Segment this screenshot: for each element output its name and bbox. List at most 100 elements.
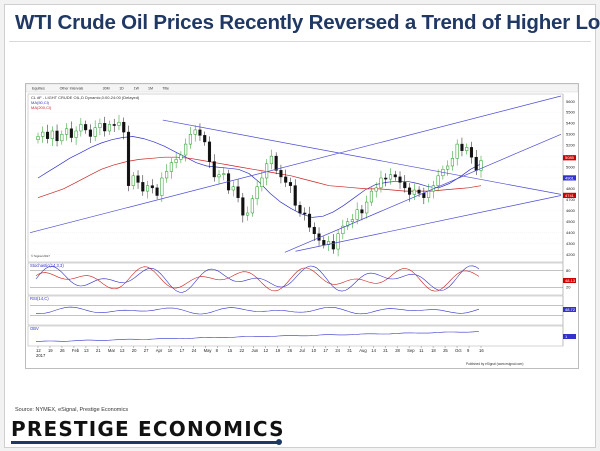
x-tick-label: 16 [479, 348, 484, 353]
chart-window[interactable]: Equities Other Intervals 30M 1D 1W 1M Title CL… [25, 83, 579, 369]
stoch-marker [563, 278, 576, 283]
toolbar-item[interactable]: Title [162, 87, 169, 91]
candle-body [327, 241, 331, 245]
candle-body [122, 121, 126, 133]
candle-body [41, 131, 45, 137]
candle-body [322, 240, 326, 245]
candle-body [250, 198, 254, 214]
trendline [284, 133, 562, 253]
x-tick-label: 18 [431, 348, 436, 353]
candle-body [350, 219, 354, 222]
price-tick-label: 5000 [566, 164, 576, 169]
candle-body [179, 154, 183, 160]
price-tick-label: 4300 [566, 241, 576, 246]
x-tick-label: 26 [287, 348, 292, 353]
price-marker [563, 192, 576, 198]
x-tick-label: 10 [168, 348, 173, 353]
candle-body [184, 143, 188, 156]
source-note: Source: NYMEX, eSignal, Prestige Economi… [15, 407, 129, 413]
stoch-level-label: 80 [566, 268, 571, 273]
candle-body [388, 174, 393, 180]
x-tick-label: Jul [299, 348, 304, 353]
slide-title: WTI Crude Oil Prices Recently Reversed a… [15, 11, 600, 34]
brand-underline [11, 441, 279, 444]
candle-body [407, 187, 412, 195]
candle-body [217, 174, 221, 178]
candle-body [141, 182, 145, 192]
candle-body [412, 189, 416, 195]
candle-body [55, 130, 59, 142]
toolbar-item[interactable]: 1D [119, 87, 124, 91]
candle-body [293, 185, 297, 206]
candle-body [222, 173, 226, 175]
rsi-marker [563, 307, 576, 312]
candle-body [336, 233, 340, 250]
candle-body [88, 129, 92, 137]
toolbar-item[interactable]: 30M [103, 87, 110, 91]
candle-body [279, 170, 283, 178]
x-tick-label: 13 [120, 348, 125, 353]
candle-body [160, 177, 164, 196]
obv-marker-label: 1 [565, 334, 568, 339]
candle-body [126, 131, 131, 186]
trendline [29, 95, 562, 234]
candle-body [303, 212, 307, 215]
obv-marker [563, 334, 576, 339]
candle-body [455, 143, 459, 159]
candle-body [155, 187, 159, 196]
x-tick-label: 19 [275, 348, 280, 353]
candle-body [417, 189, 421, 194]
candle-body [198, 129, 202, 136]
x-tick-label: 12 [263, 348, 268, 353]
toolbar-item[interactable]: Equities [32, 87, 45, 91]
price-marker-label: 4741 [565, 193, 575, 198]
legend-ma50: MA(50,Cl) [31, 100, 50, 105]
brand-dot [276, 439, 282, 445]
x-tick-label: 15 [228, 348, 233, 353]
x-tick-label: 8 [216, 348, 219, 353]
price-tick-label: 5300 [566, 132, 576, 137]
x-tick-label: Oct [455, 348, 462, 353]
candle-body [369, 190, 373, 203]
toolbar-item[interactable]: Other Intervals [60, 87, 84, 91]
ma50-line [37, 136, 482, 218]
candle-body [103, 123, 107, 132]
candle-body [241, 197, 245, 216]
candle-body [203, 135, 207, 143]
x-tick-label: 19 [48, 348, 53, 353]
candle-body [207, 141, 212, 162]
stoch-d-line [35, 266, 480, 292]
slide: WTI Crude Oil Prices Recently Reversed a… [4, 4, 600, 448]
candle-body [60, 134, 64, 142]
x-tick-label: 11 [419, 348, 424, 353]
x-tick-label: 13 [84, 348, 89, 353]
price-chart[interactable]: Equities Other Intervals 30M 1D 1W 1M Title CL… [26, 84, 578, 368]
candle-body [403, 182, 407, 189]
candle-body [450, 158, 454, 167]
candle-body [188, 134, 192, 145]
candle-body [269, 155, 273, 165]
candle-body [422, 193, 426, 198]
toolbar-item[interactable]: 1M [148, 87, 153, 91]
candle-body [79, 124, 83, 132]
x-tick-label: 20 [132, 348, 137, 353]
legend-ma200: MA(200,Cl) [31, 105, 52, 110]
candle-body [379, 177, 383, 189]
stochastic-label: Stochastic(14,3,3) [30, 263, 64, 268]
chart-toolbar[interactable]: Equities Other Intervals 30M 1D 1W 1M Title [26, 84, 578, 93]
candle-body [374, 187, 378, 192]
candle-body [74, 130, 78, 138]
candle-body [50, 130, 54, 139]
x-tick-label: 27 [144, 348, 149, 353]
price-marker [563, 155, 576, 161]
x-tick-label: 28 [395, 348, 400, 353]
candle-body [284, 176, 288, 183]
chart-watermark: © Signal 2017 [31, 254, 50, 258]
candle-body [360, 209, 364, 214]
toolbar-item[interactable]: 1W [134, 87, 140, 91]
candle-body [260, 177, 264, 187]
candle-body [312, 226, 316, 235]
candle-body [255, 186, 259, 200]
candle-body [384, 177, 388, 180]
candle-body [346, 221, 350, 227]
